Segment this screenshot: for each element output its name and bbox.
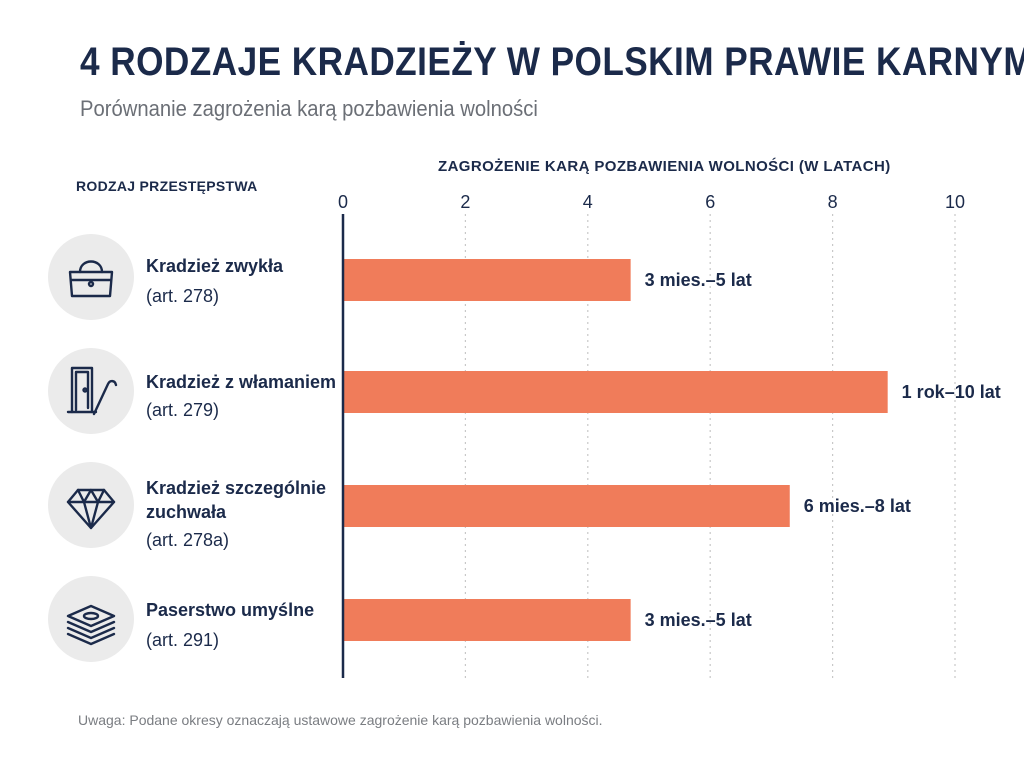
- door-crowbar-icon: [48, 348, 134, 434]
- category-article: (art. 278): [146, 286, 220, 306]
- bar-data-label: 6 mies.–8 lat: [804, 496, 911, 516]
- bar: [343, 599, 631, 641]
- category-column-header: RODZAJ PRZESTĘPSTWA: [76, 178, 258, 194]
- page-subtitle: Porównanie zagrożenia karą pozbawienia w…: [80, 96, 538, 121]
- bar: [343, 259, 631, 301]
- category-name: Kradzież zwykła: [146, 256, 284, 276]
- x-tick-label: 0: [338, 192, 348, 212]
- bar: [343, 371, 888, 413]
- bar: [343, 485, 790, 527]
- bar-data-label: 3 mies.–5 lat: [645, 610, 752, 630]
- footnote: Uwaga: Podane okresy oznaczają ustawowe …: [78, 712, 603, 728]
- category-article: (art. 291): [146, 630, 220, 650]
- x-tick-label: 4: [583, 192, 593, 212]
- bar-data-label: 1 rok–10 lat: [902, 382, 1001, 402]
- x-tick-label: 10: [945, 192, 965, 212]
- x-axis-title: ZAGROŻENIE KARĄ POZBAWIENIA WOLNOŚCI (W …: [438, 158, 891, 175]
- category-name: Kradzież z włamaniem: [146, 372, 337, 392]
- category-name: Kradzież szczególnie: [146, 478, 327, 498]
- stacked-items-icon: [48, 576, 134, 662]
- page-title: 4 RODZAJE KRADZIEŻY W POLSKIM PRAWIE KAR…: [80, 40, 1024, 84]
- category-name: zuchwała: [146, 502, 227, 522]
- x-tick-label: 6: [705, 192, 715, 212]
- x-tick-label: 2: [460, 192, 470, 212]
- category-article: (art. 279): [146, 400, 220, 420]
- category-article: (art. 278a): [146, 530, 230, 550]
- bar-data-label: 3 mies.–5 lat: [645, 270, 752, 290]
- diamond-icon: [48, 462, 134, 548]
- x-tick-label: 8: [828, 192, 838, 212]
- handbag-icon: [48, 234, 134, 320]
- category-name: Paserstwo umyślne: [146, 600, 315, 620]
